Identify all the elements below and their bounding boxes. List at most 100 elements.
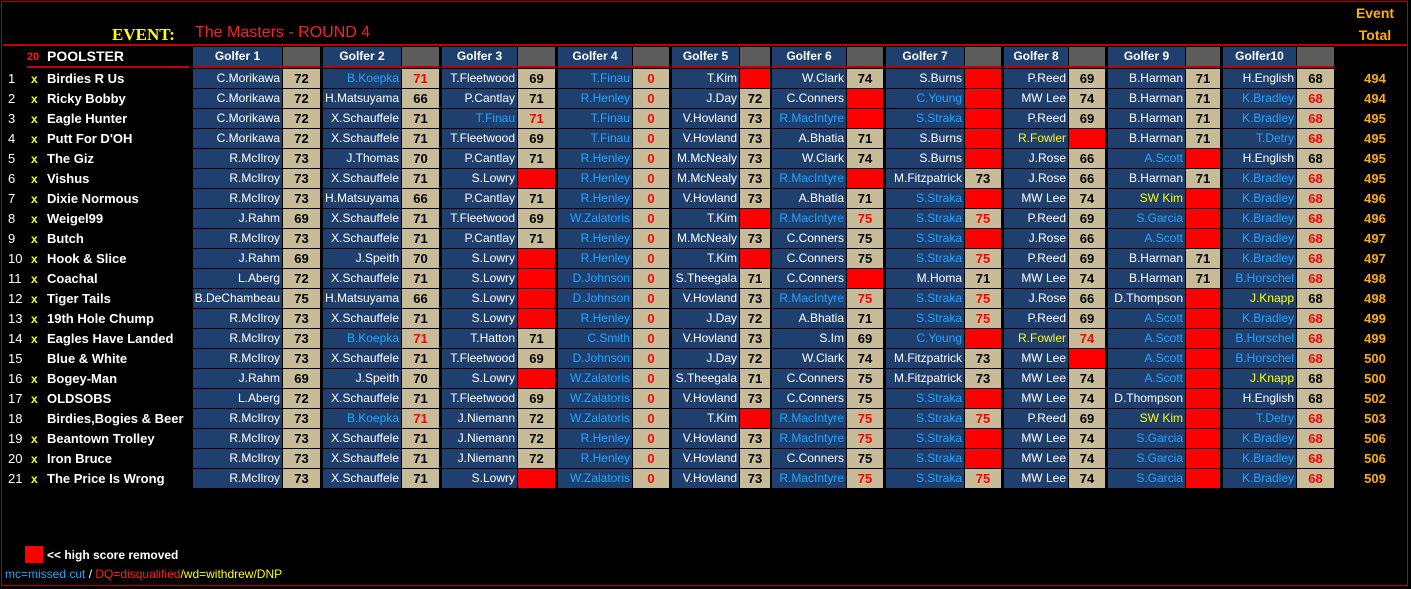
removed-score-cell [518,269,555,288]
golfer-name-cell: B.Harman [1108,109,1185,128]
golfer-score-cell: 0 [633,349,669,368]
row-rank: 11 [8,271,22,286]
removed-score-cell [740,409,770,428]
removed-score-cell [965,429,1001,448]
golfer-score-cell: 73 [740,129,770,148]
golfer-name-cell: R.Henley [558,449,632,468]
paid-mark: x [31,452,38,466]
golfer-name-cell: A.Scott [1108,229,1185,248]
golfer-score-cell: 75 [847,249,883,268]
golfer-header-4: Golfer 4 [558,47,632,66]
golfer-name-cell: V.Hovland [672,109,739,128]
golfer-name-cell: C.Conners [772,229,846,248]
golfer-name-cell: H.English [1223,389,1296,408]
golfer-name-cell: D.Thompson [1108,289,1185,308]
golfer-score-cell: 68 [1297,229,1334,248]
golfer-score-cell: 73 [740,469,770,488]
removed-score-cell [1186,389,1220,408]
golfer-score-cell: 74 [1069,469,1105,488]
paid-mark: x [31,92,38,106]
golfer-score-cell: 71 [402,69,439,88]
golfer-score-cell: 73 [740,289,770,308]
golfer-score-cell: 71 [402,429,439,448]
golfer-score-cell: 75 [847,369,883,388]
golfer-score-cell: 73 [740,109,770,128]
golfer-score-cell: 70 [402,249,439,268]
golfer-score-cell: 66 [1069,229,1105,248]
golfer-score-cell: 69 [1069,309,1105,328]
golfer-name-cell: M.McNealy [672,169,739,188]
golfer-name-cell: S.Lowry [442,249,517,268]
golfer-score-cell: 71 [740,369,770,388]
golfer-name-cell: V.Hovland [672,389,739,408]
golfer-name-cell: T.Fleetwood [442,349,517,368]
golfer-name-cell: R.MacIntyre [772,169,846,188]
golfer-name-cell: B.DeChambeau [193,289,282,308]
golfer-score-cell: 0 [633,329,669,348]
golfer-score-cell: 71 [402,449,439,468]
golfer-name-cell: W.Clark [772,149,846,168]
removed-score-cell [965,129,1001,148]
golfer-name-cell: P.Reed [1004,109,1068,128]
table-row: 4 x Putt For D'OH C.Morikawa 72 X.Schauffele 7… [0,129,1411,149]
poolster-name: Eagles Have Landed [47,331,174,346]
golfer-score-cell: 72 [740,309,770,328]
golfer-score-cell: 73 [283,229,320,248]
golfer-name-cell: L.Aberg [193,389,282,408]
removed-score-cell [847,269,883,288]
golfer-score-cell: 71 [402,109,439,128]
golfer-name-cell: D.Johnson [558,269,632,288]
paid-mark: x [31,132,38,146]
golfer-name-cell: K.Bradley [1223,109,1296,128]
golfer-name-cell: S.Burns [886,129,964,148]
golfer-name-cell: B.Harman [1108,129,1185,148]
table-row: 15 Blue & White R.McIlroy 73 X.Schauffele 71 T… [0,349,1411,369]
golfer-score-cell: 73 [283,149,320,168]
paid-mark: x [31,332,38,346]
poolster-name: Vishus [47,171,90,186]
golfer-name-cell: S.Theegala [672,369,739,388]
golfer-name-cell: T.Finau [558,129,632,148]
golfer-name-cell: MW Lee [1004,449,1068,468]
golfer-name-cell: X.Schauffele [323,129,401,148]
golfer-name-cell: A.Scott [1108,149,1185,168]
poolster-name: Coachal [47,271,98,286]
poolster-name: Birdies,Bogies & Beer [47,411,184,426]
golfer-name-cell: S.Straka [886,449,964,468]
event-total: 503 [1364,411,1386,426]
removed-score-cell [1186,349,1220,368]
golfer-name-cell: S.Straka [886,249,964,268]
golfer-name-cell: T.Finau [442,109,517,128]
golfer-name-cell: J.Speith [323,249,401,268]
golfer-score-cell: 66 [1069,169,1105,188]
golfer-name-cell: J.Day [672,309,739,328]
golfer-name-cell: K.Bradley [1223,469,1296,488]
golfer-header-5: Golfer 5 [672,47,739,66]
removed-score-cell [1186,329,1220,348]
golfer-score-cell: 75 [965,309,1001,328]
golfer-name-cell: H.Matsuyama [323,189,401,208]
golfer-name-cell: SW Kim [1108,189,1185,208]
table-row: 19 x Beantown Trolley R.McIlroy 73 X.Schauffe… [0,429,1411,449]
event-label: EVENT: [112,25,175,44]
golfer-name-cell: MW Lee [1004,469,1068,488]
event-total: 506 [1364,431,1386,446]
event-total: 500 [1364,371,1386,386]
golfer-score-cell: 68 [1297,109,1334,128]
golfer-score-cell: 74 [1069,89,1105,108]
header-divider [3,44,1407,46]
golfer-score-cell: 71 [402,129,439,148]
golfer-score-cell: 71 [518,189,555,208]
golfer-header-underline [193,66,320,68]
paid-mark: x [31,392,38,406]
golfer-score-cell: 74 [1069,449,1105,468]
golfer-score-cell: 73 [740,229,770,248]
golfer-name-cell: S.Lowry [442,269,517,288]
golfer-header-7: Golfer 7 [886,47,964,66]
golfer-score-cell: 75 [847,389,883,408]
removed-score-cell [1186,309,1220,328]
event-total: 497 [1364,231,1386,246]
golfer-score-cell: 73 [283,349,320,368]
golfer-name-cell: S.Burns [886,69,964,88]
golfer-name-cell: B.Horschel [1223,269,1296,288]
